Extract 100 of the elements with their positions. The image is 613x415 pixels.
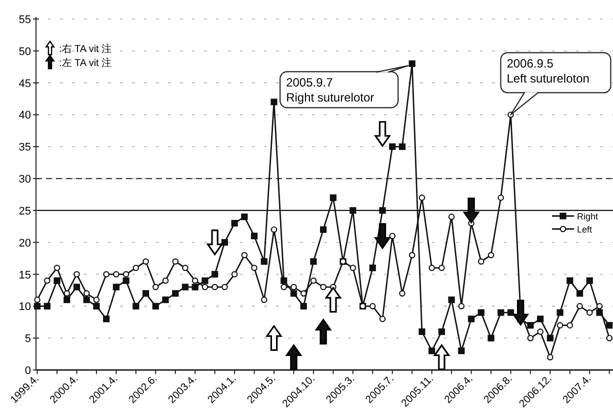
point xyxy=(320,226,327,233)
point xyxy=(547,354,554,360)
point xyxy=(54,264,60,272)
point xyxy=(132,302,140,310)
point xyxy=(202,284,208,290)
point xyxy=(212,284,218,290)
point xyxy=(290,290,298,297)
legend-label: :左 TA vit 注 xyxy=(59,57,112,69)
point xyxy=(34,302,41,310)
point xyxy=(537,316,544,322)
point xyxy=(103,316,110,322)
point xyxy=(34,296,40,303)
point xyxy=(202,277,208,284)
y-tick-label: 30 xyxy=(18,174,31,186)
y-tick-label: 25 xyxy=(18,205,31,218)
point xyxy=(241,214,248,220)
point xyxy=(142,258,149,265)
point xyxy=(418,328,426,336)
point xyxy=(182,264,188,272)
point xyxy=(478,258,484,265)
point xyxy=(428,348,436,354)
point xyxy=(379,207,386,214)
point xyxy=(231,271,238,278)
point xyxy=(586,309,593,316)
point xyxy=(300,302,307,310)
y-tick-label: 35 xyxy=(18,142,31,154)
y-tick-label: 50 xyxy=(18,46,31,58)
point xyxy=(260,296,268,303)
point xyxy=(606,334,612,342)
point xyxy=(162,296,169,304)
point xyxy=(112,284,120,290)
point xyxy=(369,264,376,272)
point xyxy=(172,258,179,265)
point xyxy=(83,290,90,297)
point xyxy=(172,290,179,297)
point xyxy=(231,220,238,227)
point xyxy=(103,271,110,278)
point xyxy=(507,309,514,316)
point xyxy=(438,264,445,272)
point xyxy=(448,296,455,304)
point xyxy=(527,334,534,342)
point xyxy=(468,316,475,322)
annotation: 2005.9.7 Right suturelotor xyxy=(286,76,374,105)
point xyxy=(488,252,494,258)
point xyxy=(576,303,583,310)
annotation: 2006.9.5 Left sutureloton xyxy=(506,56,590,86)
point xyxy=(152,302,159,310)
point xyxy=(310,278,317,284)
point xyxy=(458,348,465,354)
point xyxy=(270,226,278,233)
point xyxy=(428,264,435,272)
point xyxy=(152,284,159,290)
point xyxy=(566,322,574,328)
point xyxy=(64,296,70,304)
legend-label: :右 TA vit 注 xyxy=(59,43,112,55)
point xyxy=(546,334,554,342)
point xyxy=(556,309,564,316)
point xyxy=(132,264,140,272)
point xyxy=(162,278,169,284)
point xyxy=(270,98,278,106)
point xyxy=(408,252,416,258)
point xyxy=(83,296,90,304)
legend-label: Left xyxy=(577,224,593,234)
point xyxy=(280,284,288,290)
point xyxy=(54,277,60,284)
point xyxy=(389,143,396,150)
point xyxy=(527,322,534,329)
point xyxy=(250,232,258,240)
point xyxy=(320,284,326,290)
y-tick-label: 15 xyxy=(18,269,31,282)
point xyxy=(310,258,317,265)
annotation: 2005.9.7 Right suturelotor xyxy=(280,65,409,108)
point xyxy=(241,252,248,258)
y-tick-label: 0 xyxy=(24,365,31,377)
point xyxy=(537,328,544,335)
point xyxy=(330,194,336,201)
point xyxy=(222,284,228,290)
point xyxy=(122,271,130,278)
y-tick-label: 45 xyxy=(18,78,31,90)
y-tick-label: 10 xyxy=(18,301,31,314)
point xyxy=(596,303,603,310)
point xyxy=(389,232,396,240)
legend-label: Right xyxy=(577,212,599,222)
point xyxy=(438,328,445,336)
point xyxy=(586,277,593,284)
point xyxy=(142,290,150,297)
y-tick-label: 5 xyxy=(24,333,31,346)
y-tick-label: 55 xyxy=(18,14,31,26)
y-tick-label: 20 xyxy=(18,237,31,250)
point xyxy=(556,322,564,328)
point xyxy=(498,309,504,316)
point xyxy=(458,303,465,310)
point xyxy=(93,302,100,310)
point xyxy=(408,60,416,67)
point xyxy=(498,194,504,201)
point xyxy=(398,143,406,150)
point xyxy=(379,316,386,322)
point xyxy=(192,278,198,284)
point xyxy=(418,194,426,201)
point xyxy=(182,284,189,290)
